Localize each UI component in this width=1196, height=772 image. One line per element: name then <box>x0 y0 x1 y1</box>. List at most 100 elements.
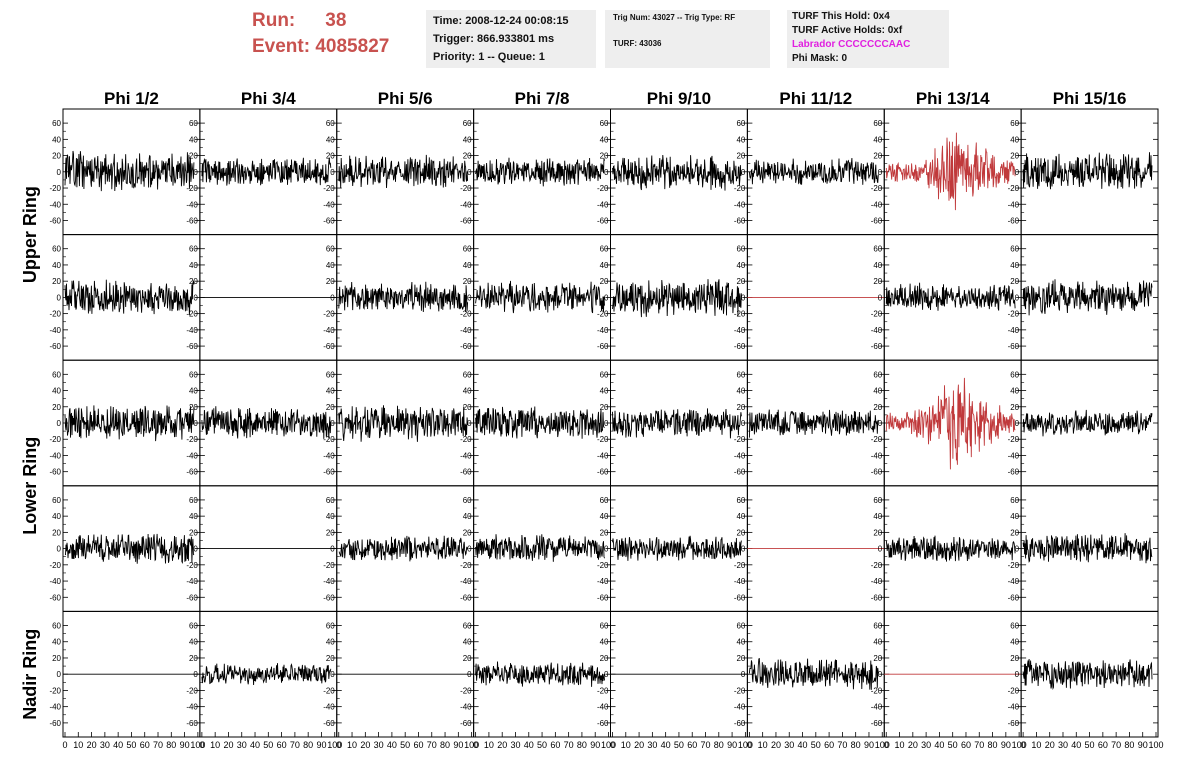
y-tick-label: -20 <box>871 561 883 570</box>
y-tick-label: 0 <box>57 670 62 679</box>
waveform-trace <box>748 157 879 185</box>
y-tick-label: 60 <box>52 622 61 631</box>
y-tick-label: -40 <box>49 577 61 586</box>
x-tick-label: 10 <box>484 740 494 750</box>
y-tick-label: -20 <box>460 435 472 444</box>
y-tick-label: 40 <box>1010 261 1019 270</box>
y-tick-label: 0 <box>467 168 472 177</box>
y-tick-label: -60 <box>323 216 335 225</box>
y-tick-label: 60 <box>1010 622 1019 631</box>
y-tick-label: 20 <box>600 277 609 286</box>
column-header: Phi 11/12 <box>779 89 852 108</box>
y-tick-label: 20 <box>600 403 609 412</box>
x-tick-label: 50 <box>126 740 136 750</box>
y-tick-label: 20 <box>189 528 198 537</box>
y-tick-label: -40 <box>734 200 746 209</box>
y-tick-label: 0 <box>604 545 609 554</box>
x-tick-label: 50 <box>674 740 684 750</box>
x-tick-label: 30 <box>921 740 931 750</box>
y-tick-label: 20 <box>873 654 882 663</box>
y-tick-label: -20 <box>323 435 335 444</box>
x-tick-label: 50 <box>400 740 410 750</box>
y-tick-label: 20 <box>600 654 609 663</box>
y-tick-label: -20 <box>186 310 198 319</box>
y-tick-label: 40 <box>326 512 335 521</box>
run-event-box: Run: 38 Event: 4085827 <box>252 8 389 60</box>
y-tick-label: -20 <box>871 686 883 695</box>
y-tick-label: -20 <box>323 686 335 695</box>
y-tick-label: 60 <box>52 245 61 254</box>
y-tick-label: 40 <box>736 638 745 647</box>
waveform-trace <box>201 406 332 439</box>
y-tick-label: -20 <box>597 435 609 444</box>
y-tick-label: 60 <box>52 119 61 128</box>
x-tick-label: 70 <box>974 740 984 750</box>
x-tick-label: 20 <box>1045 740 1055 750</box>
y-tick-label: -40 <box>597 200 609 209</box>
time-text: Time: 2008-12-24 00:08:15 <box>433 15 569 27</box>
y-tick-label: -20 <box>1008 184 1020 193</box>
y-tick-label: 20 <box>600 528 609 537</box>
column-header: Phi 1/2 <box>104 89 159 108</box>
x-tick-label: 60 <box>550 740 560 750</box>
waveform-trace <box>64 533 195 565</box>
x-tick-label: 40 <box>934 740 944 750</box>
y-tick-label: 0 <box>878 670 883 679</box>
y-tick-label: 60 <box>189 622 198 631</box>
y-tick-label: 20 <box>463 403 472 412</box>
y-tick-label: 20 <box>52 528 61 537</box>
y-tick-label: 0 <box>878 168 883 177</box>
y-tick-label: 40 <box>873 135 882 144</box>
x-tick-label: 40 <box>661 740 671 750</box>
y-tick-label: 60 <box>600 245 609 254</box>
x-tick-label: 0 <box>62 740 67 750</box>
y-tick-label: 40 <box>736 261 745 270</box>
y-tick-label: -20 <box>460 310 472 319</box>
y-tick-label: -40 <box>871 577 883 586</box>
y-tick-label: -40 <box>186 200 198 209</box>
priority-text: Priority: 1 -- Queue: 1 <box>433 51 545 63</box>
y-tick-label: 60 <box>326 245 335 254</box>
y-tick-label: 40 <box>600 135 609 144</box>
y-tick-label: -20 <box>49 686 61 695</box>
x-tick-label: 40 <box>524 740 534 750</box>
y-tick-label: -20 <box>734 561 746 570</box>
y-tick-label: 20 <box>600 152 609 161</box>
y-tick-label: -20 <box>734 686 746 695</box>
y-tick-label: 0 <box>57 168 62 177</box>
x-tick-label: 80 <box>440 740 450 750</box>
x-tick-label: 80 <box>1124 740 1134 750</box>
y-tick-label: 20 <box>736 654 745 663</box>
x-tick-label: 100 <box>327 740 342 750</box>
y-tick-label: 0 <box>604 168 609 177</box>
y-tick-label: -60 <box>323 342 335 351</box>
y-tick-label: -20 <box>186 561 198 570</box>
y-tick-label: -20 <box>597 310 609 319</box>
waveform-trace <box>475 406 605 439</box>
x-tick-label: 10 <box>210 740 220 750</box>
y-tick-label: -40 <box>734 577 746 586</box>
y-tick-label: 20 <box>326 654 335 663</box>
waveform-trace <box>885 377 1016 470</box>
event-value: 4085827 <box>315 36 390 57</box>
waveform-trace <box>64 150 195 192</box>
y-tick-label: 60 <box>189 496 198 505</box>
x-tick-label: 30 <box>510 740 520 750</box>
y-tick-label: -40 <box>49 703 61 712</box>
y-tick-label: -60 <box>186 719 198 728</box>
waveform-trace <box>1022 658 1153 691</box>
y-tick-label: -60 <box>597 593 609 602</box>
y-tick-label: 0 <box>193 168 198 177</box>
y-tick-label: 40 <box>736 512 745 521</box>
y-tick-label: 40 <box>52 638 61 647</box>
y-tick-label: 40 <box>873 387 882 396</box>
x-tick-label: 70 <box>1111 740 1121 750</box>
y-tick-label: 60 <box>463 245 472 254</box>
y-tick-label: -60 <box>49 342 61 351</box>
x-tick-label: 50 <box>263 740 273 750</box>
waveform-trace <box>475 534 605 562</box>
y-tick-label: 40 <box>52 135 61 144</box>
x-tick-label: 80 <box>851 740 861 750</box>
y-tick-label: -20 <box>734 184 746 193</box>
x-tick-label: 50 <box>1085 740 1095 750</box>
